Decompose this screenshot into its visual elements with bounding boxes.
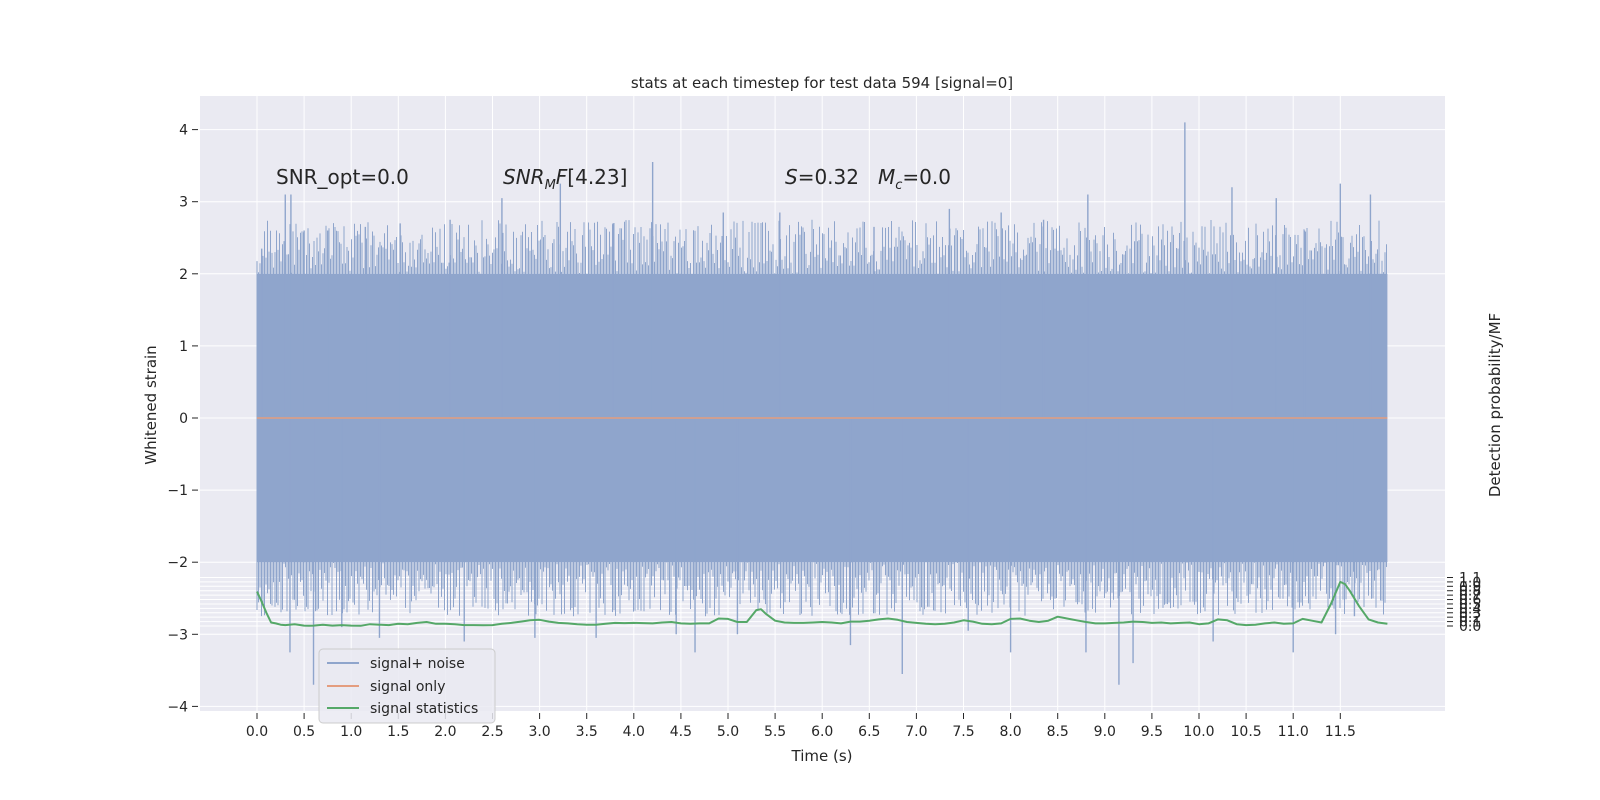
x-tick-label: 5.5 <box>764 724 786 740</box>
y-left-tick-label: 4 <box>179 123 188 139</box>
x-tick-label: 0.5 <box>293 724 315 740</box>
y-right-tick-label: 0.6 <box>1459 593 1481 609</box>
x-tick-label: 3.5 <box>576 724 598 740</box>
x-tick-label: 5.0 <box>717 724 739 740</box>
annotations: SNR_opt=0.0 SNRMF[4.23] S=0.32 Mc=0.0 <box>276 165 951 193</box>
x-tick-label: 2.5 <box>481 724 503 740</box>
x-tick-label: 7.5 <box>952 724 974 740</box>
y-left-tick-label: 0 <box>179 411 188 427</box>
y-right-tick-label: 1.0 <box>1459 575 1481 591</box>
y-axis-right: 0.00.10.20.30.40.50.60.70.80.91.01.1 <box>1447 570 1481 635</box>
x-tick-label: 2.0 <box>434 724 456 740</box>
y-left-tick-label: −4 <box>167 699 188 715</box>
y-axis-left-title: Whitened strain <box>142 345 160 464</box>
x-tick-label: 4.5 <box>670 724 692 740</box>
y-right-tick-label: 0.3 <box>1459 606 1481 622</box>
annotation-s-value: =0.32 <box>798 165 859 189</box>
x-axis: 0.0 0.5 1.0 1.5 2.0 2.5 3.0 3.5 4.0 4.5 5.0 5.5 6.0 6… <box>246 713 1356 740</box>
x-tick-label: 4.0 <box>623 724 645 740</box>
y-left-tick-label: 3 <box>179 195 188 211</box>
y-right-tick-label: 0.8 <box>1459 584 1481 600</box>
y-right-tick-label: 1.1 <box>1459 570 1481 586</box>
y-axis-left: −4 −3 −2 −1 0 1 2 3 4 <box>167 123 198 715</box>
x-tick-label: 8.0 <box>999 724 1021 740</box>
annotation-mc-value: =0.0 <box>902 165 951 189</box>
x-tick-label: 6.5 <box>858 724 880 740</box>
y-right-tick-label: 0.9 <box>1459 579 1481 595</box>
y-right-tick-label: 0.4 <box>1459 601 1481 617</box>
x-tick-label: 3.0 <box>528 724 550 740</box>
annotation-snr-opt: SNR_opt=0.0 <box>276 165 409 189</box>
annotation-mc: Mc=0.0 <box>878 165 951 193</box>
y-right-tick-label: 0.2 <box>1459 610 1481 626</box>
y-left-tick-label: 1 <box>179 339 188 355</box>
y-left-tick-label: −2 <box>167 555 188 571</box>
x-tick-label: 11.0 <box>1278 724 1309 740</box>
y-right-tick-label: 0.5 <box>1459 597 1481 613</box>
legend-label-statistics: signal statistics <box>370 701 478 717</box>
y-left-tick-label: −3 <box>167 627 188 643</box>
x-tick-label: 9.0 <box>1094 724 1116 740</box>
legend: signal+ noise signal only signal statist… <box>318 648 496 724</box>
annotation-snr-mf-value: [4.23] <box>567 165 627 189</box>
x-tick-label: 9.5 <box>1141 724 1163 740</box>
x-tick-label: 11.5 <box>1325 724 1356 740</box>
chart-title: stats at each timestep for test data 594… <box>631 74 1013 92</box>
x-tick-label: 10.0 <box>1183 724 1214 740</box>
x-tick-label: 6.0 <box>811 724 833 740</box>
x-tick-label: 7.0 <box>905 724 927 740</box>
annotation-s: S=0.32 <box>785 165 859 189</box>
annotation-snr-mf: SNRMF[4.23] <box>503 165 627 193</box>
signal-statistics-series <box>256 580 1388 627</box>
x-tick-label: 1.0 <box>340 724 362 740</box>
legend-label-noise: signal+ noise <box>370 656 465 672</box>
x-axis-title: Time (s) <box>791 747 853 765</box>
y-axis-right-title: Detection probability/MF <box>1486 313 1504 497</box>
x-tick-label: 8.5 <box>1047 724 1069 740</box>
y-right-tick-label: 0.1 <box>1459 615 1481 631</box>
legend-label-signal-only: signal only <box>370 679 445 695</box>
legend-box <box>318 648 496 724</box>
y-right-tick-label: 0.7 <box>1459 588 1481 604</box>
statistics-line <box>256 580 1388 627</box>
x-tick-label: 10.5 <box>1231 724 1262 740</box>
x-tick-label: 1.5 <box>387 724 409 740</box>
y-right-tick-label: 0.0 <box>1459 619 1481 635</box>
y-left-tick-label: 2 <box>179 267 188 283</box>
x-tick-label: 0.0 <box>246 724 268 740</box>
y-left-tick-label: −1 <box>167 483 188 499</box>
